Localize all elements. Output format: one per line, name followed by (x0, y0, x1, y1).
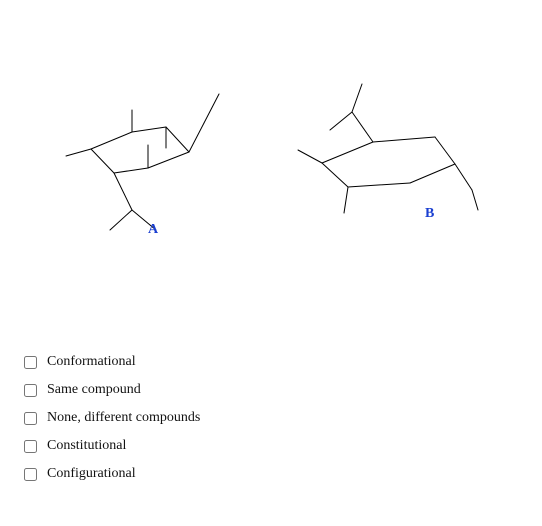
structure-label-a: A (148, 222, 158, 238)
option-label[interactable]: Configurational (47, 466, 136, 482)
option-label[interactable]: Constitutional (47, 438, 126, 454)
option-checkbox[interactable] (24, 384, 37, 397)
option-row: None, different compounds (24, 404, 200, 432)
option-checkbox[interactable] (24, 440, 37, 453)
option-label[interactable]: None, different compounds (47, 410, 200, 426)
option-checkbox[interactable] (24, 468, 37, 481)
option-row: Constitutional (24, 432, 200, 460)
option-label[interactable]: Same compound (47, 382, 141, 398)
chemistry-svg (0, 0, 542, 260)
option-checkbox[interactable] (24, 412, 37, 425)
option-row: Same compound (24, 376, 200, 404)
option-row: Configurational (24, 460, 200, 488)
option-row: Conformational (24, 348, 200, 376)
option-checkbox[interactable] (24, 356, 37, 369)
structure-label-b: B (425, 206, 434, 222)
answer-options: Conformational Same compound None, differe… (24, 348, 200, 488)
structures-figure: A B (0, 0, 542, 260)
option-label[interactable]: Conformational (47, 354, 136, 370)
